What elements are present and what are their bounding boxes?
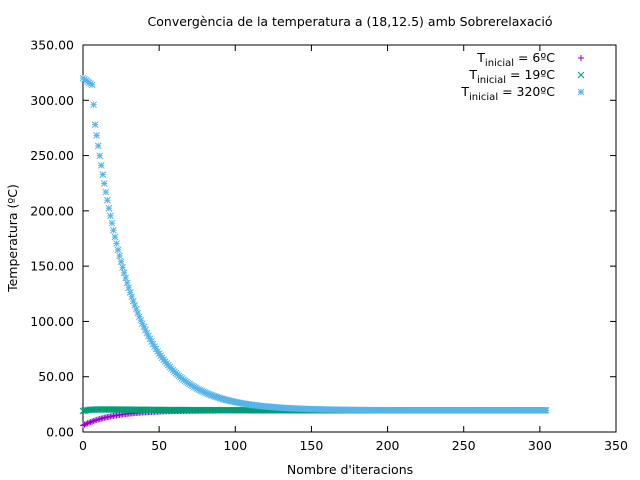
- data-point: [126, 289, 134, 296]
- y-tick-label: 200.00: [30, 203, 74, 218]
- data-point: [122, 274, 129, 282]
- data-point: [114, 246, 122, 254]
- y-tick-label: 50.00: [38, 369, 74, 384]
- legend-marker: [577, 88, 585, 96]
- y-tick-label: 150.00: [30, 259, 74, 274]
- data-point: [108, 219, 116, 227]
- data-point: [91, 121, 99, 128]
- data-point: [105, 204, 113, 212]
- x-tick-label: 0: [79, 438, 87, 453]
- x-tick-label: 100: [223, 438, 247, 453]
- legend-marker: [578, 55, 584, 61]
- data-point: [110, 226, 117, 234]
- legend-label: Tinicial = 19ºC: [468, 67, 555, 86]
- legend-marker: [577, 71, 585, 79]
- data-point: [93, 132, 101, 139]
- y-tick-label: 300.00: [30, 93, 74, 108]
- x-tick-label: 200: [376, 438, 400, 453]
- y-tick-label: 250.00: [30, 148, 74, 163]
- data-point: [117, 258, 125, 266]
- data-point: [96, 152, 104, 160]
- plot-frame: [82, 44, 617, 433]
- data-point: [542, 406, 550, 414]
- legend-label: Tinicial = 6ºC: [476, 50, 555, 69]
- x-tick-label: 50: [151, 438, 167, 453]
- data-point: [111, 233, 119, 241]
- legend-label: Tinicial = 320ºC: [460, 84, 555, 103]
- data-point: [100, 180, 108, 187]
- y-tick-label: 0.00: [46, 425, 74, 440]
- data-point: [102, 188, 110, 196]
- x-axis-label: Nombre d'iteracions: [287, 462, 413, 477]
- x-tick-label: 300: [528, 438, 552, 453]
- x-axis-ticks: 0 50 100 150 200 250 300 350: [79, 45, 628, 453]
- data-point: [88, 81, 96, 89]
- data-point: [97, 161, 105, 169]
- x-tick-label: 150: [299, 438, 323, 453]
- data-point: [125, 284, 133, 292]
- data-point: [104, 196, 111, 204]
- series-2: [79, 74, 550, 414]
- x-tick-label: 350: [604, 438, 628, 453]
- data-point: [107, 212, 114, 220]
- data-point: [99, 171, 107, 178]
- y-axis-ticks: 0.00 50.00 100.00 150.00 200.00 250.00 300.00 3…: [30, 38, 616, 440]
- data-point: [94, 142, 102, 150]
- data-point: [90, 101, 98, 109]
- y-tick-label: 100.00: [30, 314, 74, 329]
- y-axis-label: Temperatura (ºC): [5, 184, 20, 293]
- chart-title: Convergència de la temperatura a (18,12.…: [148, 14, 553, 29]
- data-point: [113, 240, 120, 247]
- x-tick-label: 250: [452, 438, 476, 453]
- data-point: [119, 263, 126, 271]
- data-point: [116, 252, 123, 260]
- data-point: [120, 269, 128, 277]
- plot-points: [79, 74, 550, 429]
- y-tick-label: 350.00: [30, 38, 74, 53]
- data-point: [123, 279, 131, 287]
